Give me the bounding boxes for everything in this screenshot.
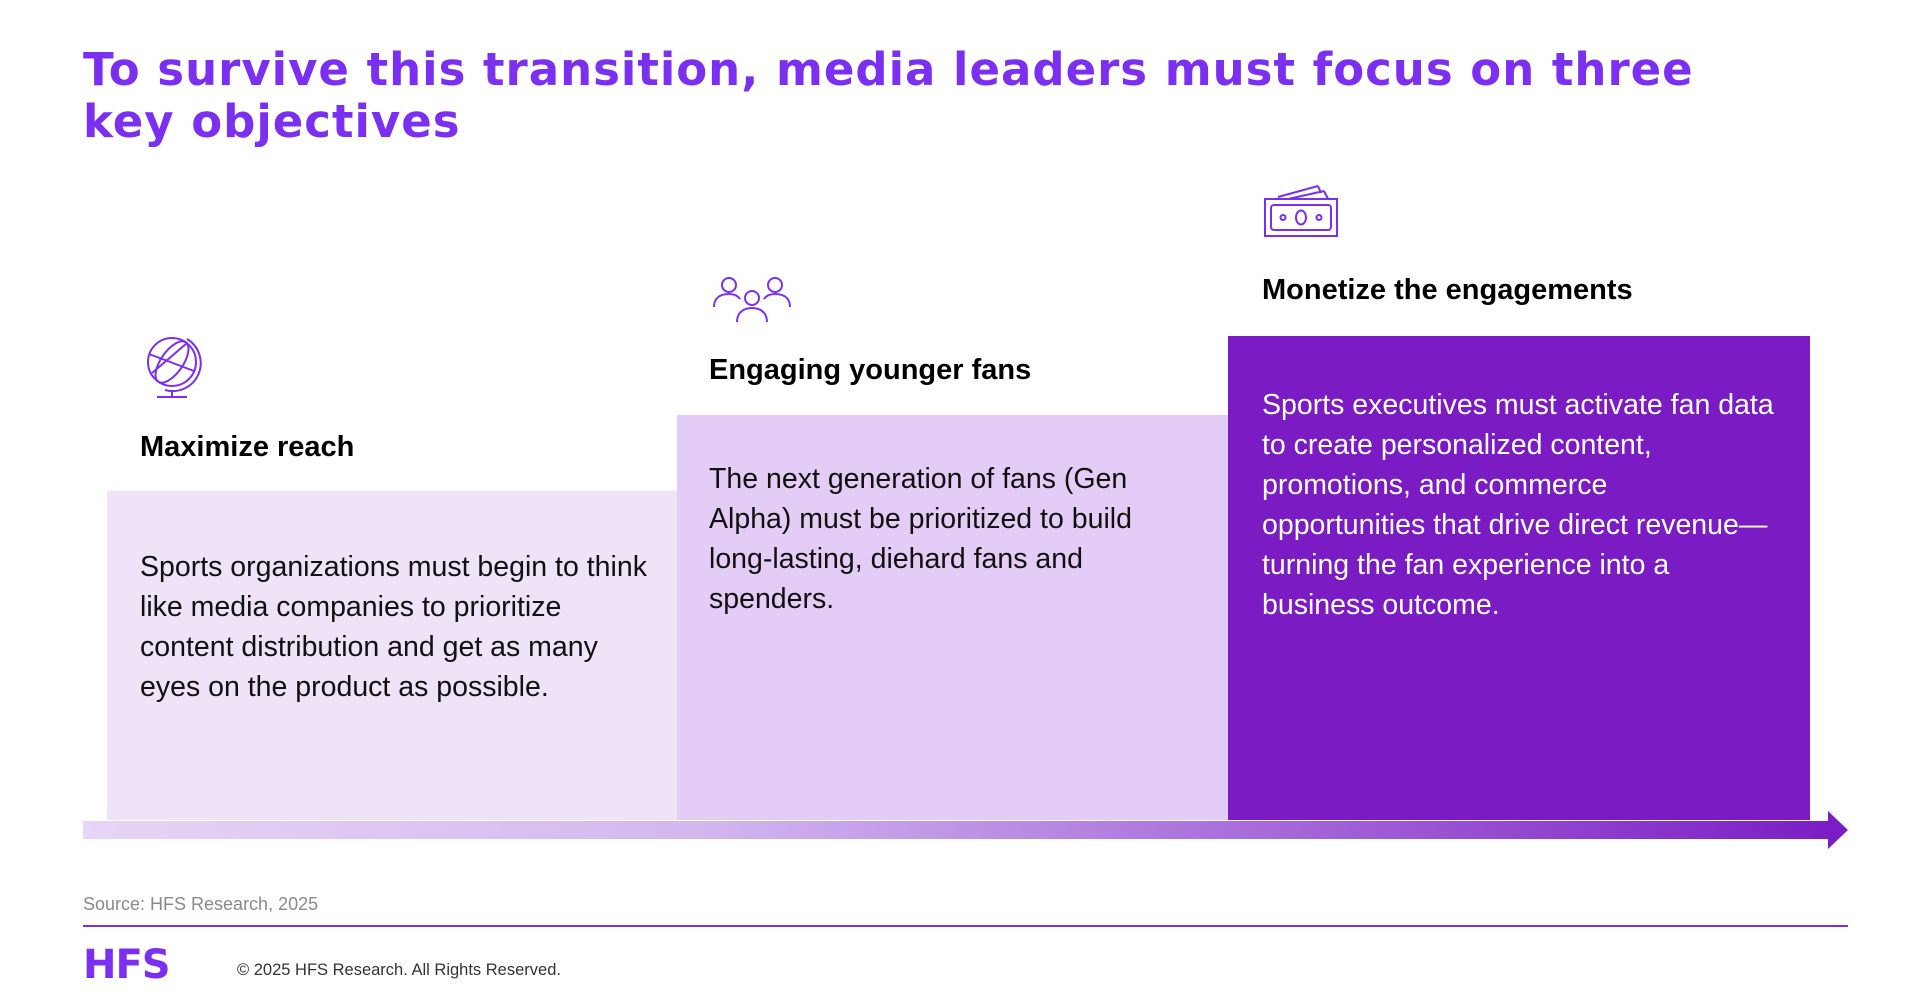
objective-box-younger-fans [677,415,1228,820]
body-monetize-engagements: Sports executives must activate fan data… [1262,389,1774,621]
people-group-icon [713,277,791,323]
heading-engaging-younger-fans: Engaging younger fans [709,354,1032,386]
objective-box-reach [107,491,677,820]
copyright-notice: © 2025 HFS Research. All Rights Reserved… [237,961,561,979]
source-note: Source: HFS Research, 2025 [83,894,319,914]
body-maximize-reach: Sports organizations must begin to think… [140,551,647,703]
footer-divider [83,925,1848,927]
globe-icon [147,337,202,398]
page-title: To survive this transition, media leader… [83,43,1694,148]
svg-text:HFS: HFS [83,945,170,981]
hfs-logo: HFS [83,945,171,981]
progress-arrow [83,811,1848,849]
body-engaging-younger-fans: The next generation of fans (Gen Alpha) … [709,463,1132,615]
heading-monetize-engagements: Monetize the engagements [1262,274,1633,306]
heading-maximize-reach: Maximize reach [140,431,355,463]
cash-icon [1264,185,1338,237]
objective-box-monetize [1228,336,1810,820]
